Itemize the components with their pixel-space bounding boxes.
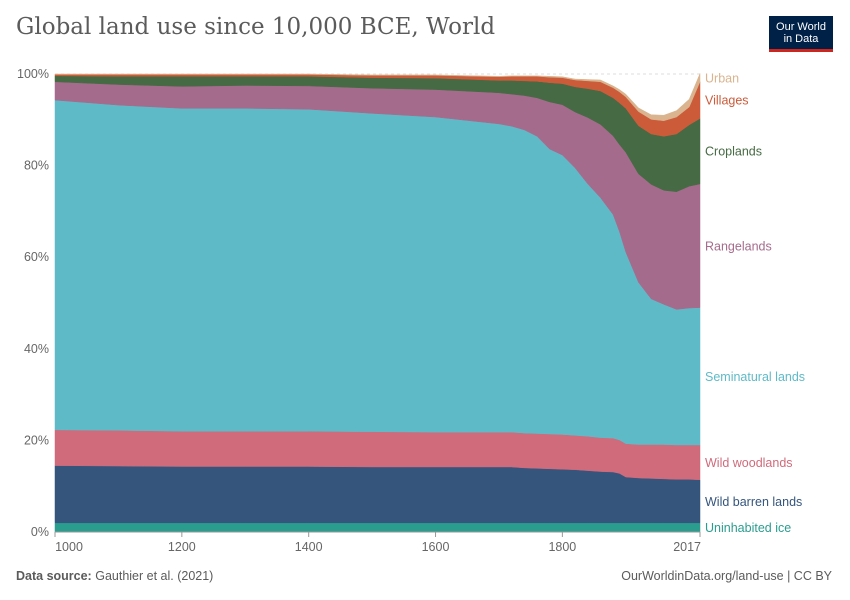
area-wild-barren-lands xyxy=(54,465,701,524)
legend-label-uninhabited-ice: Uninhabited ice xyxy=(705,521,791,535)
x-tick-label: 1400 xyxy=(295,540,323,554)
data-source-label: Data source: xyxy=(16,569,92,583)
logo-line-1: Our World xyxy=(776,20,826,33)
x-tick-label: 1800 xyxy=(548,540,576,554)
legend-label-rangelands: Rangelands xyxy=(705,239,772,253)
area-urban xyxy=(54,73,701,121)
land-use-area-chart: 0% 20% 40% 60% 80% 100% Uninhabited ice Wild ba… xyxy=(17,67,805,554)
logo-line-2: in Data xyxy=(783,32,819,45)
legend-label-croplands: Croplands xyxy=(705,145,762,159)
legend-label-villages: Villages xyxy=(705,94,749,108)
y-tick-label: 40% xyxy=(24,342,49,356)
x-tick-label: 1200 xyxy=(168,540,196,554)
owid-logo[interactable]: Our World in Data xyxy=(769,16,833,52)
x-tick-label: 1000 xyxy=(55,540,83,554)
data-source-link[interactable]: Gauthier et al. (2021) xyxy=(95,569,214,583)
y-tick-label: 20% xyxy=(24,433,49,447)
data-source: Data source: Gauthier et al. (2021) xyxy=(16,569,213,583)
area-uninhabited-ice xyxy=(54,522,701,533)
legend-label-seminatural-lands: Seminatural lands xyxy=(705,370,805,384)
y-tick-label: 100% xyxy=(17,67,49,81)
footer-url[interactable]: OurWorldinData.org/land-use | CC BY xyxy=(621,569,832,583)
y-tick-label: 0% xyxy=(31,525,49,539)
x-tick-label: 1600 xyxy=(422,540,450,554)
chart-title: Global land use since 10,000 BCE, World xyxy=(16,14,496,40)
y-tick-label: 80% xyxy=(24,159,49,173)
legend-label-wild-barren-lands: Wild barren lands xyxy=(705,495,802,509)
legend-label-wild-woodlands: Wild woodlands xyxy=(705,456,793,470)
y-tick-label: 60% xyxy=(24,250,49,264)
legend-label-urban: Urban xyxy=(705,72,739,86)
x-tick-label: 2017 xyxy=(673,540,701,554)
